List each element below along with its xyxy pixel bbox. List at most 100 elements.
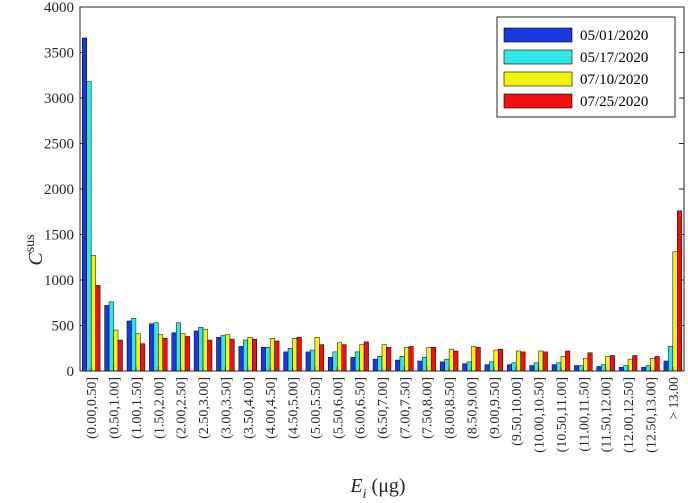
- x-tick-label: (0.00,0.50]: [85, 377, 100, 439]
- bar: [140, 343, 146, 372]
- y-axis-title-sup: sus: [23, 234, 38, 252]
- y-tick-label: 1500: [44, 228, 74, 244]
- bar: [158, 334, 164, 372]
- bar: [332, 351, 338, 372]
- bar: [238, 346, 244, 372]
- bar: [515, 350, 521, 372]
- bar: [408, 346, 414, 372]
- bar: [149, 323, 155, 372]
- x-tick-label: (12.00,12.50]: [622, 377, 637, 453]
- bar: [542, 351, 548, 372]
- bar: [605, 356, 611, 372]
- x-tick-label: (10.00,10.50]: [533, 377, 548, 453]
- bar: [162, 337, 168, 372]
- bar: [372, 358, 378, 372]
- bar: [560, 356, 566, 372]
- x-tick-label: (9.00,9.50]: [488, 377, 503, 439]
- bar: [207, 339, 213, 372]
- bar: [663, 360, 669, 372]
- legend-swatch: [503, 49, 573, 65]
- bar: [198, 327, 204, 372]
- y-tick-label: 0: [67, 364, 75, 380]
- x-tick-label: (1.50,2.00]: [152, 377, 167, 439]
- y-tick-label: 1000: [44, 273, 74, 289]
- bar: [417, 360, 423, 372]
- bar: [475, 347, 481, 372]
- bar: [220, 335, 226, 372]
- bar: [623, 365, 629, 372]
- bar: [645, 365, 651, 372]
- bar: [600, 364, 606, 372]
- x-tick-label: (11.50,12.00]: [600, 377, 615, 452]
- bar: [381, 344, 387, 372]
- bar: [399, 356, 405, 372]
- x-tick-label: (3.50,4.00]: [242, 377, 257, 439]
- bar: [386, 347, 392, 372]
- bar: [247, 337, 253, 372]
- x-axis: (0.00,0.50] (0.50,1.00] (1.00,1.50] (1.50,2…: [85, 367, 682, 453]
- bar: [565, 350, 571, 372]
- x-tick-label: (5.50,6.00]: [331, 377, 346, 439]
- bar: [90, 255, 96, 372]
- bar: [404, 347, 410, 372]
- bar: [578, 365, 584, 372]
- bar: [448, 348, 454, 372]
- bar: [216, 337, 222, 372]
- bar: [609, 355, 615, 372]
- bar: [202, 328, 208, 372]
- x-tick-label: (2.50,3.00]: [197, 377, 212, 439]
- bar: [538, 350, 544, 372]
- bar: [328, 357, 334, 372]
- y-tick-label: 3000: [44, 91, 74, 107]
- x-tick-label: (8.00,8.50]: [443, 377, 458, 439]
- bar: [556, 362, 562, 372]
- bar: [184, 336, 190, 372]
- bar: [453, 350, 459, 372]
- bar: [574, 365, 580, 372]
- x-tick-label: (1.00,1.50]: [130, 377, 145, 439]
- bar: [104, 305, 110, 372]
- bar: [283, 351, 289, 372]
- bar: [484, 364, 490, 372]
- y-tick-label: 2000: [44, 182, 74, 198]
- bar: [296, 337, 302, 372]
- x-axis-title: Ei (μg): [349, 475, 405, 502]
- bar: [131, 317, 137, 372]
- bar: [507, 364, 512, 372]
- x-tick-label: (8.50,9.00]: [465, 377, 480, 439]
- bar: [243, 339, 249, 372]
- legend-swatch: [503, 71, 573, 87]
- bar: [672, 251, 678, 372]
- y-tick-label: 4000: [44, 0, 74, 16]
- bar: [430, 347, 436, 372]
- x-tick-label: (6.50,7.00]: [376, 377, 391, 439]
- bar: [153, 322, 159, 372]
- bar: [193, 330, 199, 372]
- bar: [314, 337, 320, 372]
- bar: [265, 347, 271, 372]
- x-tick-label: (10.50,11.00]: [555, 377, 570, 452]
- bar: [354, 351, 360, 372]
- legend: 05/01/2020 05/17/2020 07/10/2020 07/25/2020: [496, 16, 676, 118]
- bar: [426, 347, 432, 372]
- bar: [95, 285, 101, 372]
- bar: [439, 361, 445, 372]
- bar: [533, 362, 539, 372]
- bar: [520, 351, 526, 372]
- bar: [462, 363, 468, 372]
- x-tick-label: (12.50,13.00]: [644, 377, 659, 453]
- x-tick-label: (4.00,4.50]: [264, 377, 279, 439]
- bar: [252, 338, 257, 372]
- bar: [117, 339, 123, 372]
- bar: [86, 81, 92, 372]
- x-tick-label: (5.00,5.50]: [309, 377, 324, 439]
- x-tick-label: (6.00,6.50]: [354, 377, 369, 439]
- bar: [337, 342, 342, 372]
- bar: [395, 359, 401, 372]
- legend-swatch: [503, 27, 573, 43]
- bar: [493, 349, 499, 372]
- bar: [135, 333, 141, 372]
- bar: [229, 338, 235, 372]
- bar: [583, 358, 589, 372]
